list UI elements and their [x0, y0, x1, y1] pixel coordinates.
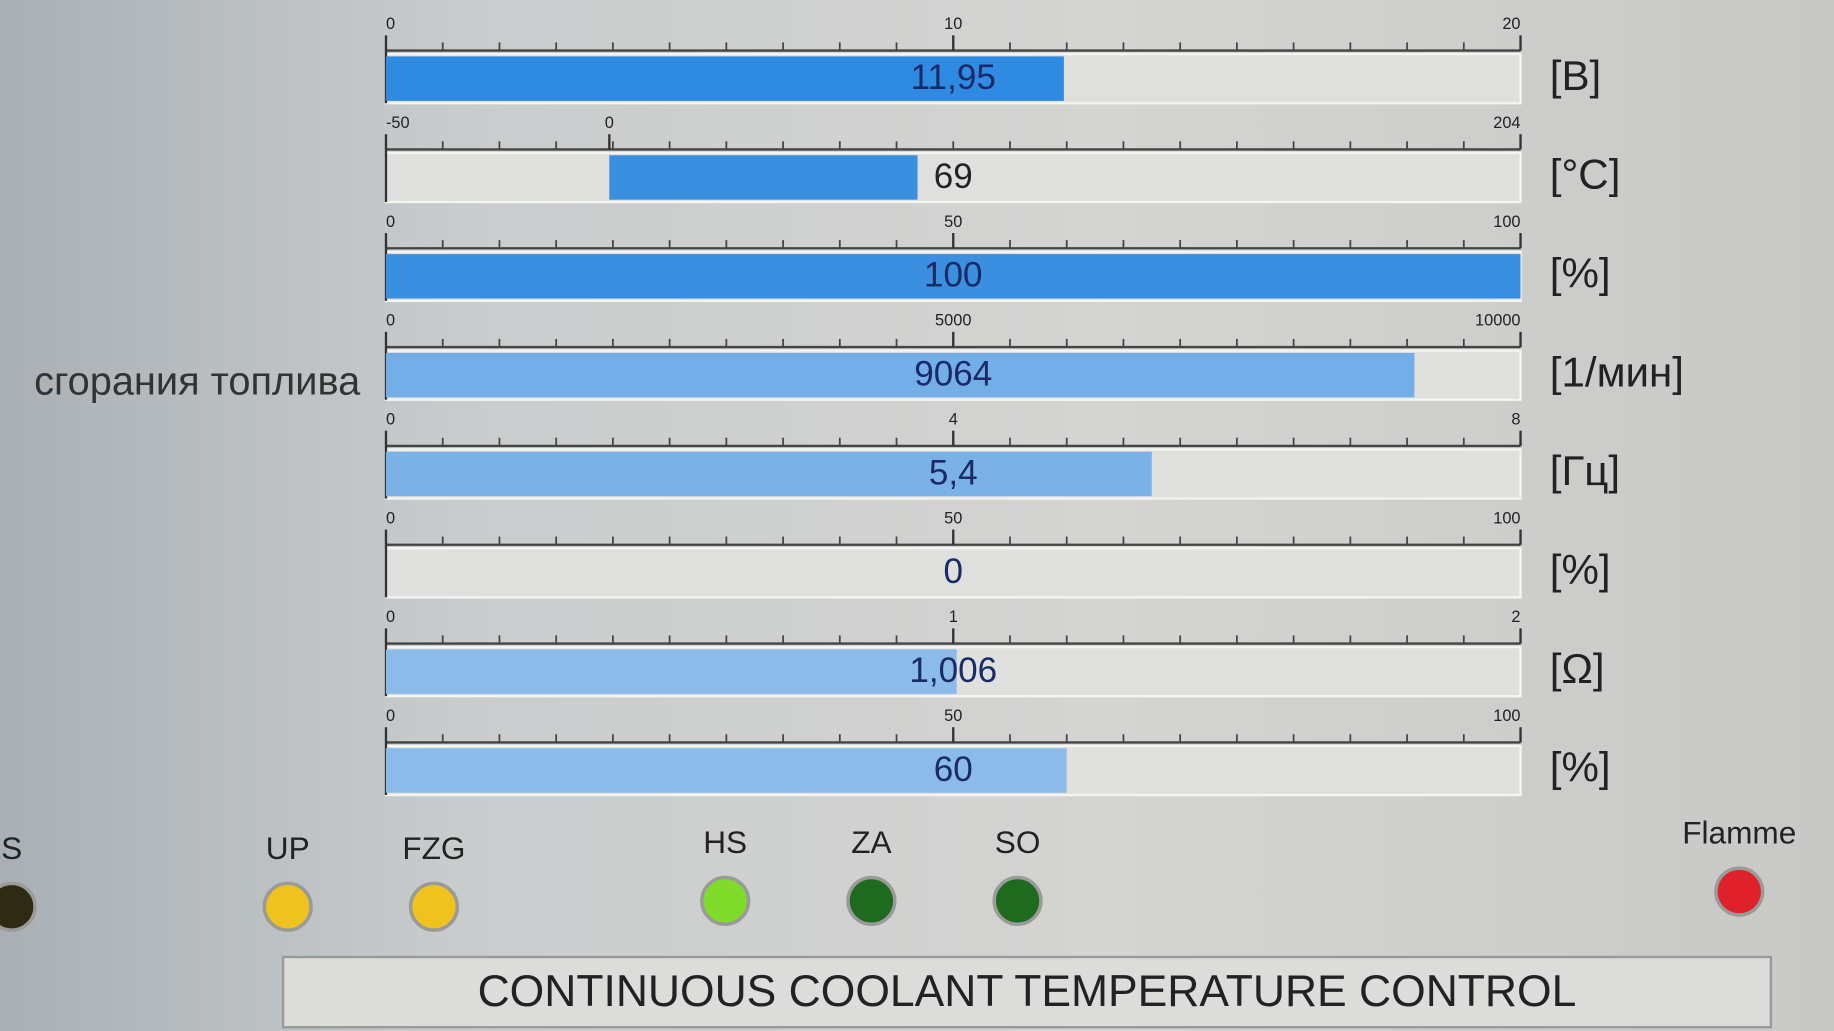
gauge-unit: [%] [1550, 744, 1611, 791]
side-label: сгорания топлива [34, 359, 361, 403]
light-label: FZG [402, 830, 465, 866]
tick-label: 5000 [935, 312, 971, 330]
tick-label: 10 [944, 15, 962, 33]
tick-label: 4 [949, 411, 958, 429]
tick-label: 0 [386, 15, 395, 33]
gauge-unit: [%] [1550, 249, 1611, 296]
gauge-track [384, 547, 1522, 599]
tick-label: 100 [1493, 707, 1520, 725]
indicator-light [262, 881, 313, 932]
light-label: S [1, 830, 22, 866]
light-label: Flamme [1682, 815, 1796, 851]
indicator-light [846, 875, 897, 927]
gauge-value: 69 [934, 157, 973, 196]
tick-label: 0 [386, 411, 395, 429]
gauge-fill [385, 649, 957, 694]
tick-label: 8 [1511, 411, 1520, 429]
gauge-fill [609, 155, 918, 200]
tick-label: 50 [944, 707, 962, 725]
status-box [281, 955, 1773, 1029]
gauge-unit: [%] [1550, 546, 1611, 593]
tick-label: 50 [944, 213, 962, 231]
gauge-unit: [В] [1550, 52, 1601, 99]
tick-label: 0 [386, 707, 395, 725]
gauge-fill [385, 451, 1152, 497]
light-label: UP [266, 830, 310, 866]
status-text: CONTINUOUS COOLANT TEMPERATURE CONTROL [478, 967, 1577, 1016]
gauge-value: 11,95 [911, 58, 996, 97]
light-label: SO [995, 824, 1041, 860]
indicator-light [992, 875, 1043, 927]
tick-label: 100 [1493, 509, 1520, 527]
indicator-light [1714, 866, 1765, 917]
gauge-value: 0 [944, 552, 964, 591]
tick-label: 1 [949, 608, 958, 626]
gauge-fill [385, 56, 1064, 101]
gauge-value: 1,006 [909, 651, 997, 690]
indicator-light [0, 881, 37, 932]
indicator-light [700, 875, 751, 927]
tick-label: 50 [944, 509, 962, 527]
gauge-fill [385, 254, 1521, 299]
tick-label: 100 [1493, 213, 1520, 231]
tick-label: 0 [605, 114, 614, 132]
gauge-unit: [Гц] [1550, 447, 1620, 494]
gauge-unit: [1/мин] [1550, 348, 1684, 395]
gauge-fill [385, 748, 1067, 793]
tick-label: 204 [1493, 114, 1520, 132]
tick-label: 0 [386, 213, 395, 231]
tick-label: -50 [386, 114, 410, 132]
gauge-value: 9064 [914, 355, 992, 394]
indicator-light [408, 881, 460, 932]
tick-label: 0 [386, 608, 395, 626]
gauge-value: 60 [934, 750, 973, 789]
gauge-unit: [°C] [1550, 151, 1621, 198]
light-label: ZA [851, 824, 891, 860]
gauge-value: 5,4 [929, 453, 978, 492]
tick-label: 0 [386, 312, 395, 330]
gauge-value: 100 [924, 256, 983, 295]
gauge-fill [385, 352, 1415, 398]
tick-label: 0 [386, 509, 395, 527]
tick-label: 10000 [1475, 312, 1521, 330]
gauge-unit: [Ω] [1550, 645, 1605, 692]
tick-label: 20 [1502, 15, 1520, 33]
tick-label: 2 [1511, 608, 1520, 626]
light-label: HS [703, 824, 747, 860]
